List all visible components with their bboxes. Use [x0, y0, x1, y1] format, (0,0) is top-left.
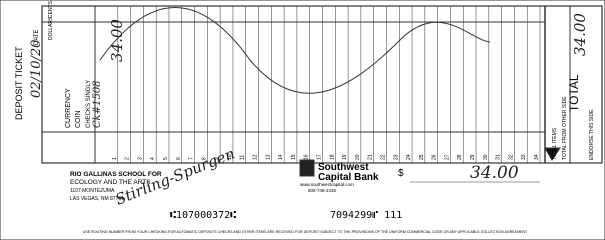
column-number: 30 [483, 154, 489, 160]
column-number: 12 [253, 154, 259, 160]
amount-value: 34.00 [470, 163, 519, 183]
dollars-label: DOLLARS [48, 16, 54, 40]
column-number: 28 [457, 154, 463, 160]
column-number: 19 [342, 154, 348, 160]
column-number: 33 [521, 154, 527, 160]
column-number: 14 [278, 154, 284, 160]
column-number: 21 [368, 154, 374, 160]
micr-account: 7094299⑈ 111 [330, 210, 402, 221]
column-number: 24 [406, 154, 412, 160]
address: 1107 MONTEZUMA [70, 188, 115, 194]
total-label: TOTAL [567, 74, 581, 112]
date-value: 02/10/20 [29, 40, 44, 98]
column-number: 4 [150, 157, 156, 160]
column-number: 34 [534, 154, 540, 160]
column-number: 22 [380, 154, 386, 160]
column-number: 16 [304, 154, 310, 160]
bank-phone: 505-746-2436 [308, 188, 337, 193]
column-number: 32 [508, 154, 514, 160]
currency-label: CURRENCY [65, 88, 72, 128]
column-number: 6 [176, 157, 182, 160]
micr-routing: ⑆107000372⑆ [170, 210, 236, 221]
column-number: 23 [393, 154, 399, 160]
column-number: 31 [496, 154, 502, 160]
total-amount: 34.00 [571, 13, 589, 56]
items-label: TOTAL ITEMS [552, 127, 558, 160]
column-number: 5 [163, 157, 169, 160]
column-number: 29 [470, 154, 476, 160]
bank-logo [300, 160, 314, 176]
column-number: 26 [432, 154, 438, 160]
column-number: 11 [240, 155, 246, 160]
column-number: 17 [317, 154, 323, 160]
check-number: Ck#1508 [92, 80, 103, 128]
column-number: 27 [444, 154, 450, 160]
column-number: 3 [137, 157, 143, 160]
deposit-ticket: DEPOSIT TICKET DATE 02/10/20 DOLLARS CEN… [0, 0, 605, 240]
column-number: 9 [214, 157, 220, 160]
column-number: 2 [125, 157, 131, 160]
title: DEPOSIT TICKET [14, 46, 24, 120]
column-number: 18 [329, 154, 335, 160]
coin-label: COIN [75, 111, 82, 129]
column-number: 7 [189, 157, 195, 160]
column-number: 10 [227, 154, 233, 160]
column-number: 20 [355, 154, 361, 160]
column-number: 8 [201, 157, 207, 160]
footer-note: USE ROUTING NUMBER FROM YOUR CHECKING FO… [83, 230, 528, 234]
column-number: 15 [291, 154, 297, 160]
column-number: 25 [419, 154, 425, 160]
check-amount: 34.00 [108, 19, 126, 62]
bank-web: www.southwestcapital.com [300, 182, 354, 187]
currency-sign: $ [398, 168, 404, 179]
cents-label: CENTS [48, 0, 54, 18]
endorse-note: ENDORSE THIS SIDE [589, 109, 595, 160]
column-number: 13 [265, 154, 271, 160]
column-number: 1 [112, 157, 118, 160]
